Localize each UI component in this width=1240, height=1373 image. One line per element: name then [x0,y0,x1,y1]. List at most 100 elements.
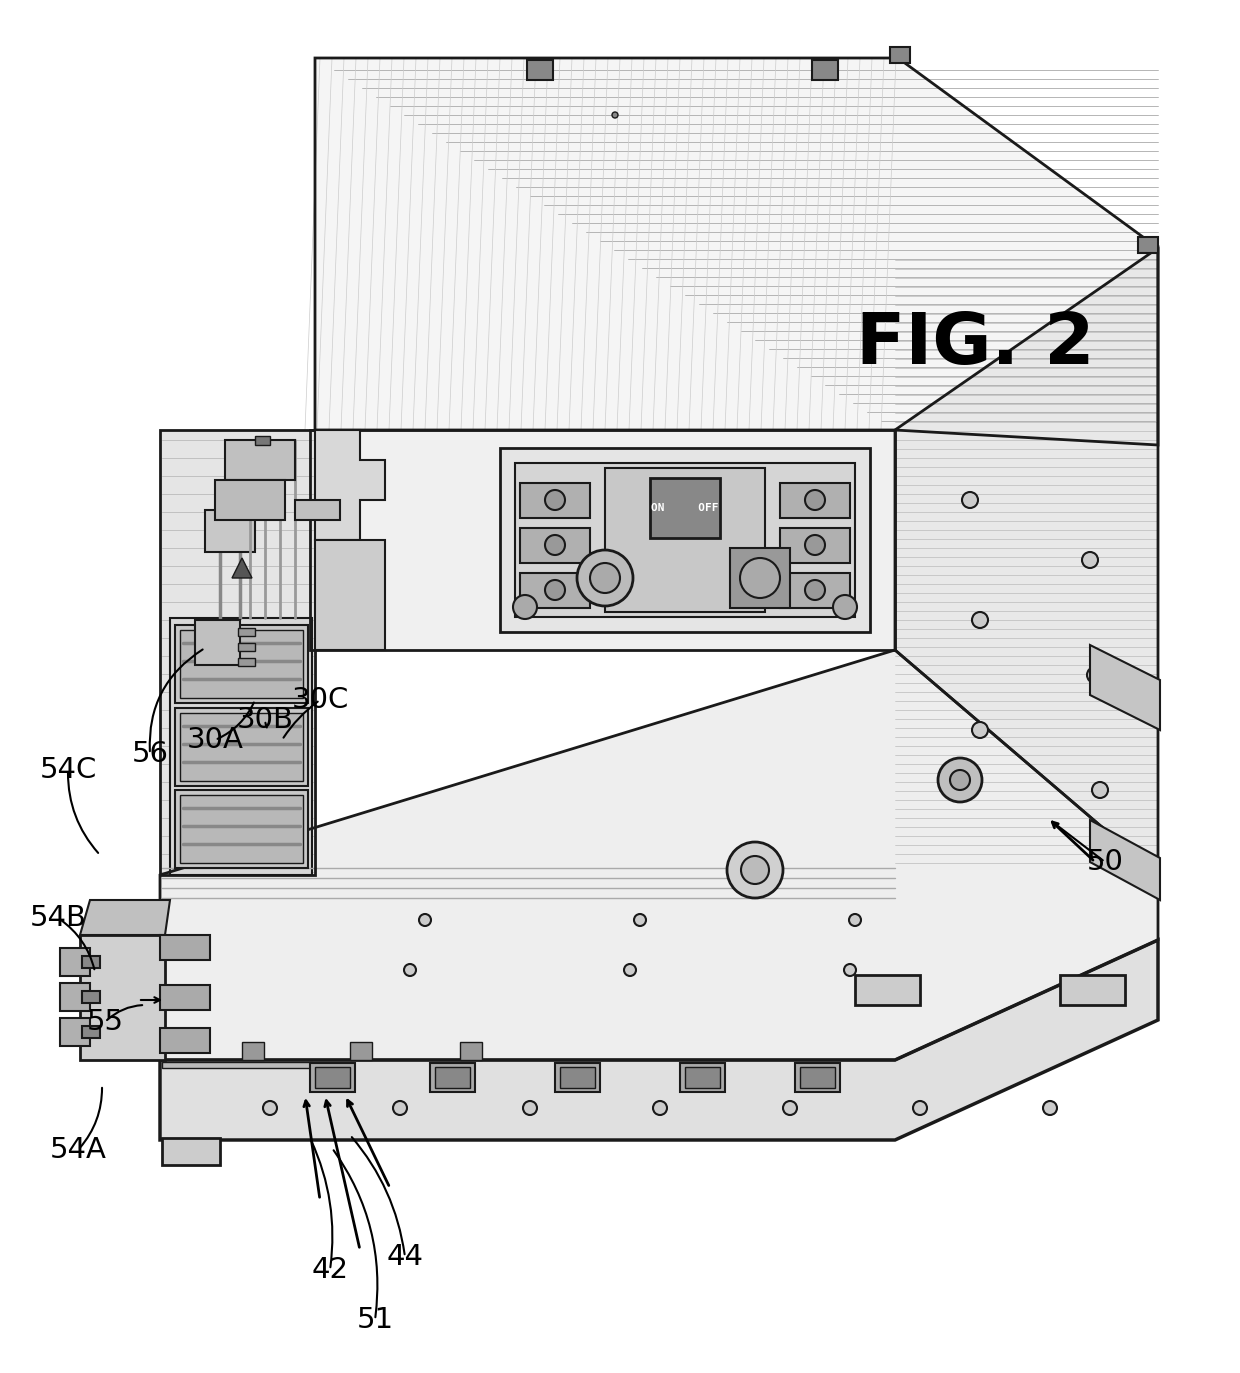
Circle shape [393,1101,407,1115]
Circle shape [513,595,537,619]
Polygon shape [1090,645,1159,730]
Polygon shape [605,468,765,612]
Polygon shape [890,47,910,63]
Circle shape [624,964,636,976]
Polygon shape [680,1063,725,1092]
Polygon shape [520,483,590,518]
Circle shape [1043,1101,1056,1115]
Polygon shape [175,708,308,785]
Circle shape [833,595,857,619]
Polygon shape [310,430,895,649]
Circle shape [546,535,565,555]
Polygon shape [162,1138,219,1166]
Polygon shape [82,991,100,1004]
Polygon shape [162,1061,312,1068]
Text: 55: 55 [87,1008,124,1037]
Polygon shape [255,437,270,445]
Polygon shape [650,478,720,538]
Polygon shape [556,1063,600,1092]
Polygon shape [238,627,255,636]
Polygon shape [81,935,165,1060]
Polygon shape [315,1067,350,1087]
Polygon shape [160,984,210,1011]
Polygon shape [82,1026,100,1038]
Circle shape [849,914,861,925]
Text: 30A: 30A [186,726,243,754]
Polygon shape [795,1063,839,1092]
Circle shape [613,113,618,118]
Text: 51: 51 [356,1306,393,1335]
Polygon shape [684,1067,720,1087]
Polygon shape [160,941,1158,1140]
Circle shape [937,758,982,802]
Circle shape [782,1101,797,1115]
Polygon shape [780,573,849,608]
Circle shape [1092,783,1109,798]
Circle shape [727,842,782,898]
Polygon shape [812,60,838,80]
Circle shape [844,964,856,976]
Circle shape [972,612,988,627]
Polygon shape [856,975,920,1005]
Circle shape [913,1101,928,1115]
Polygon shape [82,956,100,968]
Circle shape [1083,552,1097,568]
Polygon shape [175,625,308,703]
Polygon shape [1090,820,1159,899]
Polygon shape [730,548,790,608]
Text: 30B: 30B [237,706,294,735]
Circle shape [546,579,565,600]
Circle shape [546,490,565,509]
Circle shape [590,563,620,593]
Polygon shape [1060,975,1125,1005]
Polygon shape [160,1028,210,1053]
Polygon shape [310,1063,355,1092]
Polygon shape [60,983,91,1011]
Polygon shape [170,618,312,875]
Polygon shape [238,643,255,651]
Text: 50: 50 [1086,849,1123,876]
Polygon shape [435,1067,470,1087]
Circle shape [577,551,632,605]
Circle shape [950,770,970,789]
Polygon shape [242,1042,264,1060]
Polygon shape [560,1067,595,1087]
Text: 56: 56 [131,740,169,768]
Polygon shape [238,658,255,666]
Text: FIG. 2: FIG. 2 [857,310,1095,379]
Polygon shape [315,430,384,540]
Polygon shape [315,58,1158,445]
Polygon shape [160,649,1158,1060]
Circle shape [263,1101,277,1115]
Text: ON     OFF: ON OFF [651,503,719,514]
Polygon shape [527,60,553,80]
Polygon shape [224,439,295,481]
Polygon shape [895,249,1158,875]
Polygon shape [180,630,303,697]
Text: 54C: 54C [40,757,97,784]
Circle shape [404,964,415,976]
Polygon shape [205,509,255,552]
Circle shape [742,855,769,884]
Circle shape [962,492,978,508]
Polygon shape [520,573,590,608]
Circle shape [740,557,780,599]
Polygon shape [515,463,856,616]
Circle shape [523,1101,537,1115]
Polygon shape [350,1042,372,1060]
Circle shape [1087,667,1104,682]
Polygon shape [160,430,315,875]
Polygon shape [800,1067,835,1087]
Polygon shape [295,500,340,520]
Polygon shape [315,540,384,649]
Circle shape [805,490,825,509]
Polygon shape [195,621,241,665]
Polygon shape [81,899,170,935]
Circle shape [805,579,825,600]
Text: 54A: 54A [50,1135,107,1164]
Circle shape [805,535,825,555]
Circle shape [634,914,646,925]
Text: 42: 42 [311,1256,348,1284]
Polygon shape [430,1063,475,1092]
Polygon shape [780,483,849,518]
